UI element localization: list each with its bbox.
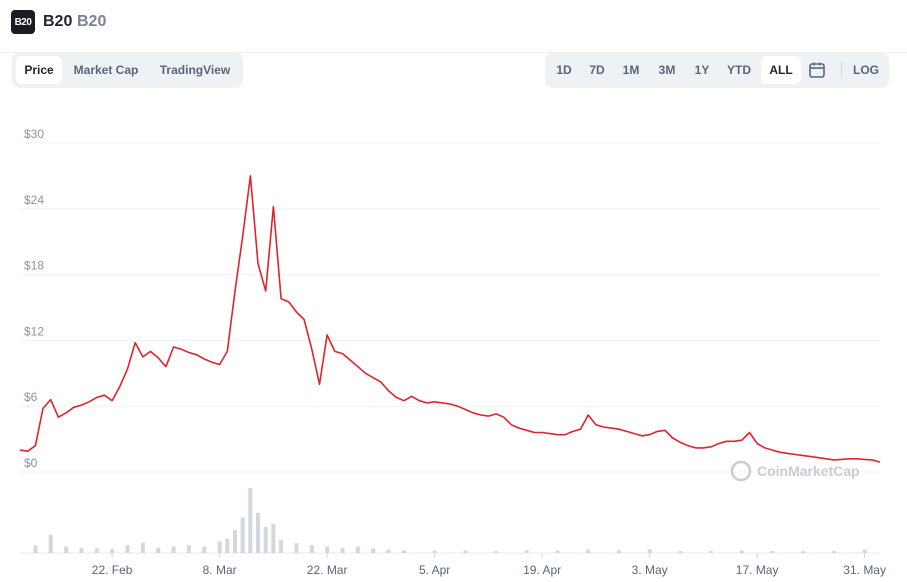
grid-lines	[20, 142, 880, 554]
volume-bar	[186, 545, 191, 553]
range-ytd[interactable]: YTD	[727, 63, 751, 77]
volume-bar	[202, 546, 207, 553]
volume-bar	[125, 545, 130, 553]
volume-bar	[355, 546, 360, 553]
tab-price[interactable]: Price	[16, 56, 62, 84]
range-1m[interactable]: 1M	[622, 63, 640, 77]
volume-bar	[140, 542, 145, 553]
volume-bar	[494, 551, 499, 553]
volume-bars	[33, 488, 867, 553]
tab-tradingview[interactable]: TradingView	[159, 63, 231, 77]
y-tick-label: $30	[24, 127, 44, 141]
volume-bar	[325, 546, 330, 553]
y-tick-label: $12	[24, 324, 44, 338]
range-1y[interactable]: 1Y	[694, 63, 710, 77]
y-tick-label: $24	[24, 193, 44, 207]
x-tick-label: 19. Apr	[523, 563, 561, 577]
watermark: CoinMarketCap	[730, 460, 860, 482]
volume-bar	[586, 549, 591, 553]
volume-bar	[156, 547, 161, 553]
volume-bar	[256, 512, 261, 553]
volume-bar	[463, 550, 468, 553]
range-3m[interactable]: 3M	[658, 63, 676, 77]
volume-bar	[217, 541, 222, 553]
range-separator	[841, 62, 842, 78]
coin-logo-text: B20	[14, 16, 32, 28]
volume-bar	[279, 540, 284, 553]
volume-bar	[94, 548, 99, 553]
x-tick-label: 5. Apr	[419, 563, 450, 577]
x-tick-label: 22. Mar	[307, 563, 348, 577]
coin-logo: B20	[11, 10, 35, 34]
y-tick-label: $18	[24, 259, 44, 273]
volume-bar	[371, 548, 376, 553]
volume-bar	[309, 545, 314, 553]
volume-bar	[225, 538, 230, 553]
volume-bar	[432, 550, 437, 553]
coinmarketcap-icon	[730, 460, 752, 482]
range-selector: 1D 7D 1M 3M 1Y YTD ALL LOG	[545, 52, 889, 88]
volume-bar	[386, 549, 391, 553]
volume-bar	[555, 550, 560, 553]
range-all[interactable]: ALL	[761, 56, 801, 84]
range-7d[interactable]: 7D	[589, 63, 605, 77]
x-tick-label: 3. May	[632, 563, 668, 577]
volume-bar	[240, 517, 245, 553]
price-line-group	[19, 175, 881, 463]
x-tick-label: 17. May	[736, 563, 779, 577]
volume-bar	[271, 523, 276, 553]
watermark-text: CoinMarketCap	[757, 463, 860, 479]
volume-bar	[831, 551, 836, 553]
volume-bar	[647, 549, 652, 553]
x-tick-label: 31. May	[843, 563, 886, 577]
volume-bar	[678, 551, 683, 553]
volume-bar	[171, 546, 176, 553]
volume-bar	[801, 551, 806, 553]
volume-bar	[340, 547, 345, 553]
volume-bar	[862, 549, 867, 553]
log-toggle[interactable]: LOG	[853, 63, 879, 77]
volume-bar	[263, 527, 268, 553]
coin-symbol: B20	[77, 13, 107, 30]
volume-bar	[770, 551, 775, 553]
x-tick-label: 8. Mar	[203, 563, 237, 577]
price-line	[19, 175, 881, 463]
coin-name: B20	[43, 13, 73, 30]
volume-bar	[739, 550, 744, 553]
x-axis-labels: 22. Feb 8. Mar 22. Mar 5. Apr 19. Apr 3. May 1…	[92, 553, 886, 577]
chart-tabs: Price Market Cap TradingView	[12, 52, 243, 88]
y-tick-label: $0	[24, 456, 38, 470]
volume-bar	[64, 546, 69, 553]
coin-header: B20 B20 B20	[0, 0, 907, 46]
volume-bar	[248, 488, 253, 553]
calendar-icon[interactable]	[807, 60, 827, 80]
volume-bar	[110, 549, 115, 553]
volume-bar	[48, 534, 53, 553]
tab-market-cap[interactable]: Market Cap	[73, 63, 139, 77]
volume-bar	[616, 550, 621, 553]
volume-bar	[33, 545, 38, 553]
y-tick-label: $6	[24, 390, 38, 404]
header-divider	[0, 52, 907, 53]
volume-bar	[79, 547, 84, 553]
volume-bar	[524, 550, 529, 553]
volume-bar	[401, 550, 406, 553]
volume-bar	[233, 530, 237, 553]
y-axis-labels: $0 $6 $12 $18 $24 $30	[24, 127, 44, 470]
volume-bar	[709, 551, 714, 553]
volume-bar	[294, 543, 299, 553]
x-tick-label: 22. Feb	[92, 563, 133, 577]
range-1d[interactable]: 1D	[556, 63, 572, 77]
